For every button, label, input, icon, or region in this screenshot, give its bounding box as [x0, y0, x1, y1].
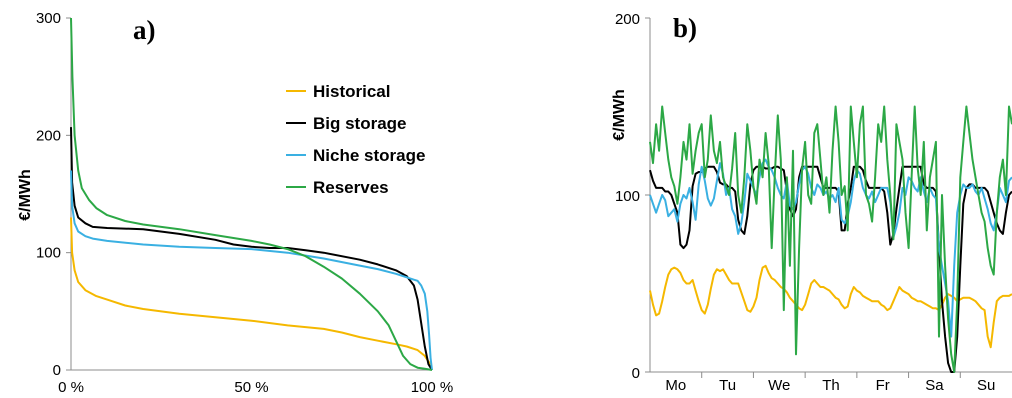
series-line-a-0: [70, 217, 433, 371]
y-tick-label-b: 100: [615, 188, 640, 205]
legend-label-a: Big storage: [313, 114, 407, 133]
y-tick-label-b: 200: [615, 11, 640, 28]
legend-label-a: Niche storage: [313, 146, 425, 165]
panel-label-a: a): [133, 15, 156, 45]
series-line-b-3: [649, 105, 1012, 373]
x-tick-label-b: Mo: [665, 377, 686, 394]
x-tick-label-b: Tu: [719, 377, 736, 394]
panel-b: 0 100 200 Mo Tu We Th Fr Sa Su €/MWh b): [611, 11, 1012, 394]
x-tick-label-b: Sa: [925, 377, 944, 394]
y-axis-label-a: €/MWh: [17, 169, 34, 221]
y-tick-label-a: 300: [36, 10, 61, 27]
series-line-a-3: [70, 17, 433, 371]
legend-label-a: Historical: [313, 82, 390, 101]
series-line-b-0: [649, 264, 1012, 349]
y-tick-label-a: 0: [53, 362, 61, 379]
y-tick-label-b: 0: [632, 365, 640, 382]
y-axis-label-b: €/MWh: [611, 89, 628, 141]
y-tick-label-a: 200: [36, 127, 61, 144]
panel-label-b: b): [673, 13, 697, 43]
legend-label-a: Reserves: [313, 178, 389, 197]
x-tick-label-a: 100 %: [411, 379, 454, 396]
x-tick-label-a: 0 %: [58, 379, 84, 396]
x-tick-label-b: We: [768, 377, 790, 394]
x-tick-label-b: Fr: [876, 377, 890, 394]
y-tick-label-a: 100: [36, 245, 61, 262]
panel-a: 0 100 200 300 0 % 50 % 100 % €/MWh a) Historical B…: [17, 10, 453, 396]
x-tick-label-a: 50 %: [234, 379, 268, 396]
x-tick-label-b: Su: [977, 377, 995, 394]
series-line-a-2: [70, 170, 433, 371]
series-line-a-1: [70, 127, 433, 371]
x-tick-label-b: Th: [822, 377, 840, 394]
